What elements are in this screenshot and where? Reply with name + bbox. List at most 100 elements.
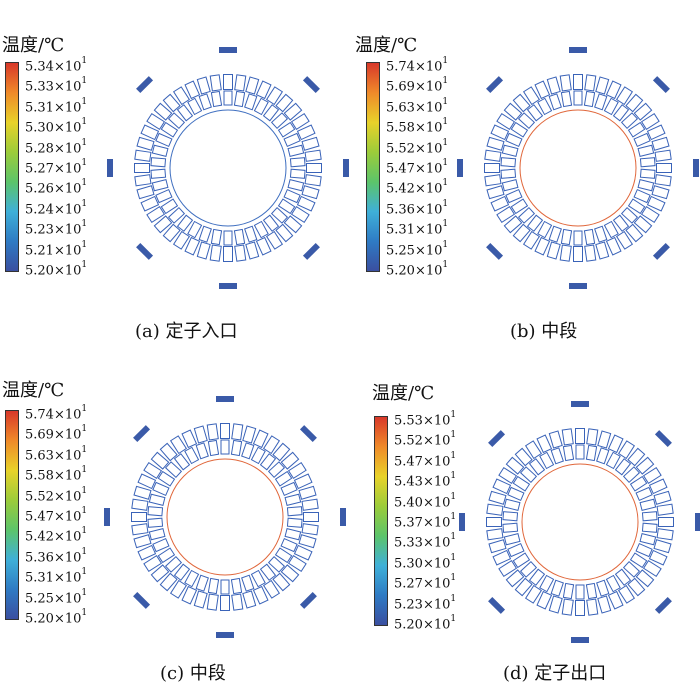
stator-slot <box>290 205 310 224</box>
panel-caption: (b) 中段 <box>510 321 578 342</box>
stator-slot <box>522 86 541 106</box>
stator-slot <box>656 528 674 541</box>
stator-slot <box>137 473 157 490</box>
stator-slot <box>280 481 298 497</box>
stator-slot <box>274 547 293 564</box>
panel-caption: (a) 定子入口 <box>135 321 238 342</box>
stator-slot <box>596 447 610 465</box>
stator-slot <box>134 163 150 173</box>
stator-slot <box>196 241 211 260</box>
stator-slot <box>259 563 277 581</box>
cooling-spacer <box>219 283 237 289</box>
stator-slot <box>223 246 233 262</box>
stator-slot <box>167 112 186 129</box>
stator-slot <box>505 132 523 148</box>
colorbar-tick-label: 5.63×101 <box>25 444 88 464</box>
stator-slot <box>153 102 173 121</box>
stator-slot <box>639 157 656 168</box>
stator-slot <box>629 552 648 569</box>
stator-slot <box>620 207 639 224</box>
colorbar-tick-label: 5.58×101 <box>386 117 449 136</box>
stator-slot <box>293 473 313 490</box>
stator-slot <box>656 503 674 516</box>
stator-slot <box>143 461 163 480</box>
stator-slot <box>585 444 598 462</box>
stator-slot <box>131 523 149 536</box>
stator-slot <box>245 241 260 260</box>
stator-slot <box>234 244 247 262</box>
stator-slot <box>287 144 305 158</box>
stator-slot <box>296 124 316 141</box>
stator-slot <box>169 579 188 599</box>
stator-slot <box>639 168 656 179</box>
stator-slot <box>505 188 523 204</box>
stator-slot <box>575 584 585 600</box>
colorbar-tick-label: 5.40×101 <box>394 491 457 510</box>
cooling-spacer <box>133 591 151 609</box>
stator-slot <box>286 506 303 517</box>
cooling-spacer <box>486 242 504 260</box>
cooling-spacer <box>488 430 506 448</box>
stator-slot <box>633 215 653 234</box>
cooling-spacer <box>299 591 317 609</box>
stator-slot <box>548 93 562 111</box>
stator-slot <box>596 579 610 597</box>
colorbar <box>5 62 19 272</box>
stator-slot <box>500 157 517 168</box>
colorbar-tick-label: 5.30×101 <box>25 117 88 136</box>
stator-slot <box>486 503 504 516</box>
stator-slot <box>522 230 541 250</box>
stator-slot <box>562 582 575 600</box>
stator-slot <box>150 168 167 179</box>
colorbar-tick-label: 5.20×101 <box>386 260 449 279</box>
stator-slot <box>573 230 583 246</box>
cooling-spacer <box>136 76 154 94</box>
stator-slot <box>220 595 230 611</box>
colorbar-tick-label: 5.25×101 <box>386 239 449 258</box>
stator-slot <box>539 574 555 593</box>
stator-slot <box>490 124 510 141</box>
stator-slot <box>147 506 164 517</box>
cooling-spacer <box>104 508 110 526</box>
stator-slot <box>131 498 149 511</box>
colorbar-tick-label: 5.20×101 <box>25 260 88 279</box>
stator-slot <box>526 104 544 122</box>
stator-slot <box>140 195 160 212</box>
stator-slot <box>193 590 208 609</box>
stator-slot <box>534 236 551 256</box>
stator-slot <box>637 144 655 158</box>
colorbar-tick-label: 5.58×101 <box>25 465 88 484</box>
stator-slot <box>275 223 294 243</box>
legend-title: 温度/℃ <box>355 35 418 56</box>
colorbar-tick-label: 5.37×101 <box>394 512 457 531</box>
stator-slot <box>265 230 284 250</box>
stator-slot <box>284 493 302 507</box>
stator-slot <box>210 228 223 246</box>
stator-slot <box>231 593 244 611</box>
colorbar-tick-label: 5.21×101 <box>25 239 88 258</box>
stator-slot <box>184 446 200 465</box>
stator-slot <box>151 178 169 192</box>
stator-slot <box>484 163 500 173</box>
colorbar-tick-label: 5.33×101 <box>25 76 88 95</box>
cooling-spacer <box>136 242 154 260</box>
stator-slot <box>492 549 512 566</box>
stator-slot <box>277 198 296 215</box>
cooling-spacer <box>343 159 349 177</box>
stator-cross-section <box>459 401 700 643</box>
stator-slot <box>143 554 163 573</box>
stator-slot <box>286 517 303 528</box>
rotor-boundary <box>521 463 639 581</box>
stator-slot <box>641 511 658 522</box>
colorbar <box>374 416 388 626</box>
stator-slot <box>157 547 176 564</box>
colorbar-tick-label: 5.43×101 <box>394 471 457 490</box>
stator-slot <box>625 223 644 243</box>
stator-slot <box>486 528 504 541</box>
stator-slot <box>136 185 155 200</box>
stator-slot <box>298 485 317 500</box>
stator-slot <box>198 93 212 111</box>
stator-slot <box>505 456 525 475</box>
cooling-spacer <box>216 396 234 402</box>
stator-slot <box>614 568 632 586</box>
